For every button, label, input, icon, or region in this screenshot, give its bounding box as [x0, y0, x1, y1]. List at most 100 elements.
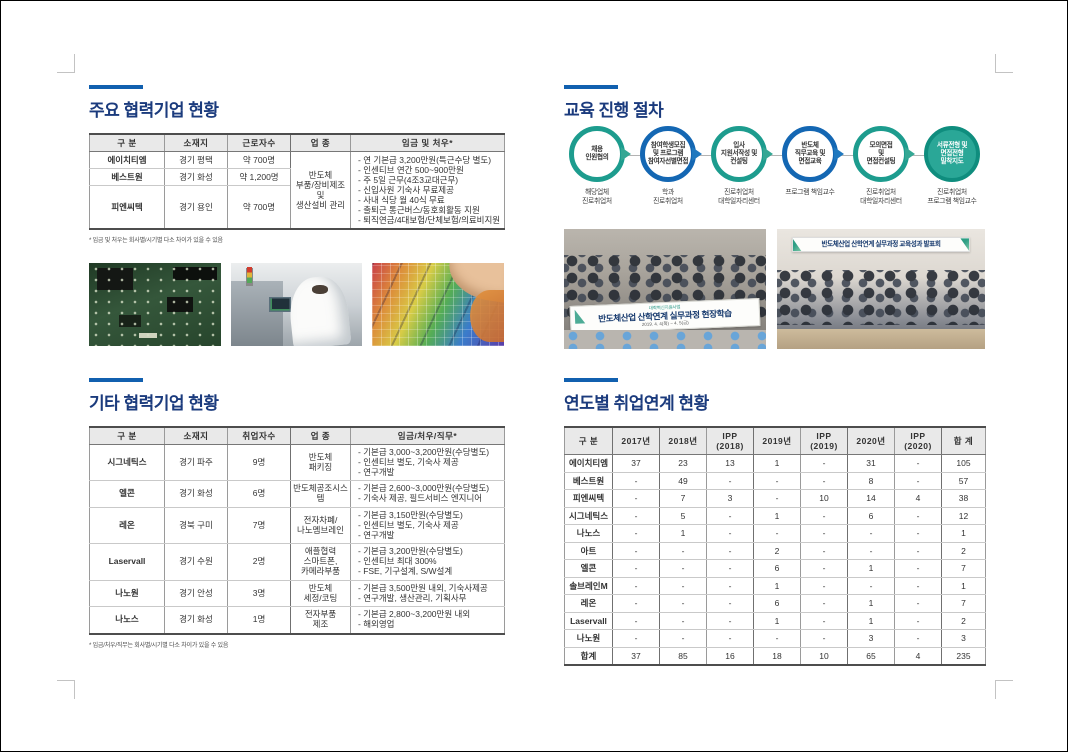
process-step-5: 모의면접 및 면접컨설팅 진로취업처 대학일자리센터: [848, 126, 915, 221]
section-major-partners: 주요 협력기업 현황 구 분 소재지 근로자수 업 종 임금 및 처우* 에이치…: [89, 85, 505, 244]
cell-count: 23: [659, 454, 707, 473]
cell-industry: 전자차폐/ 나노멤브레인: [290, 506, 351, 545]
cell-hires: 9명: [227, 443, 291, 482]
cell-industry-merged: 반도체 부품/장비제조 및 생산설비 관리: [290, 151, 351, 230]
column-header: 구 분: [89, 426, 165, 445]
table-row: 나노원 경기 안성 3명 반도체 세정/코팅 - 기본급 3,500만원 내외, 기숙사…: [89, 579, 505, 608]
cell-count: 7: [941, 559, 986, 578]
process-step-label: 진로취업처 프로그램 책임교수: [927, 189, 977, 205]
cell-count: -: [894, 541, 942, 560]
cell-count: -: [659, 576, 707, 595]
process-step-3: 입사 지원서작성 및 컨설팅 진로취업처 대학일자리센터: [706, 126, 773, 221]
table-row: 엘콘 경기 화성 6명 반도체공조시스템 - 기본급 2,600~3,000만원(수당별…: [89, 480, 505, 508]
cell-count: -: [894, 506, 942, 525]
cell-count: -: [847, 576, 895, 595]
cell-workers: 약 1,200명: [227, 168, 291, 186]
column-header: 합 계: [941, 426, 986, 455]
cell-industry: 반도체 패키징: [290, 443, 351, 482]
cell-industry: 전자부품 제조: [290, 606, 351, 635]
cell-count: -: [659, 594, 707, 613]
cell-count: -: [800, 541, 848, 560]
major-partners-table: 구 분 소재지 근로자수 업 종 임금 및 처우* 에이치티엠 경기 평택 약 …: [89, 133, 505, 230]
cell-hires: 1명: [227, 606, 291, 635]
cell-count: 2: [941, 611, 986, 630]
cell-count: 1: [847, 611, 895, 630]
table-row: 엘콘 - - -6-1-7: [564, 559, 986, 578]
cell-company: 나노원: [564, 629, 613, 648]
table-header-row: 구 분 소재지 근로자수 업 종 임금 및 처우*: [89, 133, 505, 152]
cell-count: -: [706, 524, 754, 543]
cell-count: 1: [847, 559, 895, 578]
cell-count: -: [706, 594, 754, 613]
cell-company: 피엔씨텍: [564, 489, 613, 508]
cell-details: - 기본급 3,000~3,200만원(수당별도) - 인센티브 별도, 기숙사…: [350, 443, 505, 482]
cell-count: -: [800, 611, 848, 630]
cell-count: 1: [941, 524, 986, 543]
process-step-label: 진로취업처 대학일자리센터: [860, 189, 902, 205]
cell-company: 에이치티엠: [564, 454, 613, 473]
cell-count: -: [753, 629, 801, 648]
process-step-1: 채용 인원협의 해당업체 진로취업처: [564, 126, 631, 221]
table-row: 나노스 경기 화성 1명 전자부품 제조 - 기본급 2,800~3,200만원 내외 …: [89, 606, 505, 635]
section-title-employment-linkage: 연도별 취업연계 현황: [564, 394, 709, 413]
cell-count: -: [800, 524, 848, 543]
section-title-major-partners: 주요 협력기업 현황: [89, 101, 219, 120]
cell-count: -: [894, 559, 942, 578]
process-step-4: 반도체 직무교육 및 면접교육 프로그램 책임교수: [777, 126, 844, 221]
cell-location: 경기 평택: [164, 151, 228, 169]
cell-workers: 약 700명: [227, 185, 291, 230]
cell-company: 베스트원: [89, 168, 165, 186]
table-row: 시그네틱스 -5-1-6-12: [564, 506, 986, 525]
cell-benefits-merged: - 연 기본급 3,200만원(특근수당 별도) - 인센티브 연간 500~9…: [350, 151, 505, 230]
orange-wafer-shape: [470, 290, 505, 342]
cell-hires: 6명: [227, 480, 291, 508]
cell-count: 6: [753, 559, 801, 578]
table-row: 솔브레인M - - -1- - -1: [564, 576, 986, 595]
cell-count: -: [706, 611, 754, 630]
table-row: 나노스 -1- - - - -1: [564, 524, 986, 543]
cell-count: -: [706, 629, 754, 648]
column-header: 2019년: [753, 426, 801, 455]
cell-count: -: [753, 524, 801, 543]
table-row: Laservall - - -1-1-2: [564, 611, 986, 630]
cell-count: -: [894, 454, 942, 473]
table-footnote: * 임금 및 처우는 회사별/시기별 다소 차이가 있을 수 있음: [89, 238, 223, 244]
table-header-row: 구 분 소재지 취업자수 업 종 임금/처우/직무*: [89, 426, 505, 445]
cell-company: 합계: [564, 646, 613, 665]
column-header: 업 종: [290, 426, 351, 445]
column-header: 2020년: [847, 426, 895, 455]
cell-count: -: [659, 541, 707, 560]
cell-count: 16: [706, 646, 754, 665]
cell-location: 경북 구미: [164, 506, 228, 545]
cell-count: 1: [753, 576, 801, 595]
rainbow-wafer-photo: [372, 263, 505, 346]
section-title-other-partners: 기타 협력기업 현황: [89, 394, 219, 413]
column-header: IPP (2020): [894, 426, 942, 455]
table-row: 나노원 - - - - -3-3: [564, 629, 986, 648]
visor-shape: [312, 285, 329, 294]
process-step-label: 프로그램 책임교수: [785, 189, 835, 196]
cell-count: -: [800, 471, 848, 490]
column-header: 소재지: [164, 426, 228, 445]
cell-workers: 약 700명: [227, 151, 291, 169]
cell-count: -: [706, 559, 754, 578]
cell-count: 3: [847, 629, 895, 648]
cell-count: -: [706, 541, 754, 560]
table-row: 베스트원 경기 화성 약 1,200명: [89, 168, 505, 186]
cell-company: 시그네틱스: [564, 506, 613, 525]
cell-count: -: [612, 524, 660, 543]
cell-company: Laservall: [564, 611, 613, 630]
process-step-2: 참여학생모집 및 프로그램 참여자선별면접 학과 진로취업처: [635, 126, 702, 221]
cell-hires: 3명: [227, 579, 291, 608]
field-trip-group-photo: 대학혁신지원사업 반도체산업 산학연계 실무과정 현장학습 2019. 4. 4…: [564, 229, 766, 349]
cell-hires: 7명: [227, 506, 291, 545]
cell-count: 37: [612, 646, 660, 665]
cell-count: -: [894, 629, 942, 648]
column-header: IPP (2018): [706, 426, 754, 455]
cell-count: -: [800, 594, 848, 613]
cell-count: 6: [847, 506, 895, 525]
section-accent-bar: [564, 378, 618, 382]
column-header: 임금/처우/직무*: [350, 426, 505, 445]
cleanroom-equipment-shape: [230, 281, 283, 346]
cell-hires: 2명: [227, 543, 291, 581]
